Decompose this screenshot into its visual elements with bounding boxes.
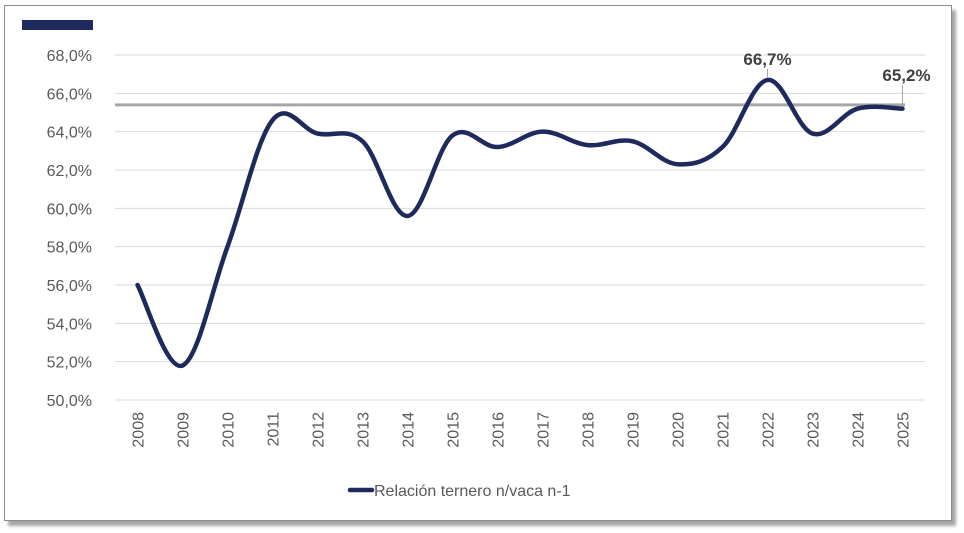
y-tick-label: 66,0% [47,86,92,103]
x-tick-label: 2008 [131,412,148,448]
y-tick-label: 56,0% [47,278,92,295]
x-tick-label: 2015 [446,412,463,448]
y-tick-label: 52,0% [47,355,92,372]
y-tick-label: 58,0% [47,240,92,257]
y-tick-label: 64,0% [47,125,92,142]
x-tick-label: 2025 [896,412,913,448]
y-tick-label: 54,0% [47,316,92,333]
x-tick-label: 2023 [806,412,823,448]
legend-label: Relación ternero n/vaca n-1 [374,483,571,500]
data-label: 66,7% [743,50,791,69]
x-tick-label: 2011 [266,412,283,447]
series-line [135,77,905,368]
y-tick-label: 50,0% [47,393,92,410]
data-label: 65,2% [882,66,930,85]
y-tick-label: 62,0% [47,163,92,180]
data-labels: 66,7% 65,2% [743,50,931,107]
x-tick-label: 2018 [581,412,598,448]
x-tick-label: 2014 [401,412,418,448]
chart-frame [4,5,952,521]
x-tick-label: 2022 [761,412,778,448]
legend: Relación ternero n/vaca n-1 [347,483,571,500]
x-tick-label: 2009 [176,412,193,448]
x-tick-label: 2010 [221,412,238,448]
x-tick-label: 2016 [491,412,508,448]
gridlines [115,54,925,363]
x-tick-label: 2017 [536,412,553,448]
x-tick-label: 2019 [626,412,643,448]
x-tick-label: 2013 [356,412,373,448]
x-tick-label: 2024 [851,412,868,448]
x-axis-ticks: 2008 2009 2010 2011 2012 2013 2014 2015 2016 2017… [131,412,913,448]
title-accent-bar [22,20,93,30]
y-tick-label: 60,0% [47,201,92,218]
y-tick-label: 68,0% [47,48,92,65]
x-tick-label: 2020 [671,412,688,448]
y-axis-ticks: 50,0% 52,0% 54,0% 56,0% 58,0% 60,0% 62,0% 64,0%… [47,48,92,410]
x-tick-label: 2012 [311,412,328,448]
x-tick-label: 2021 [716,412,733,448]
